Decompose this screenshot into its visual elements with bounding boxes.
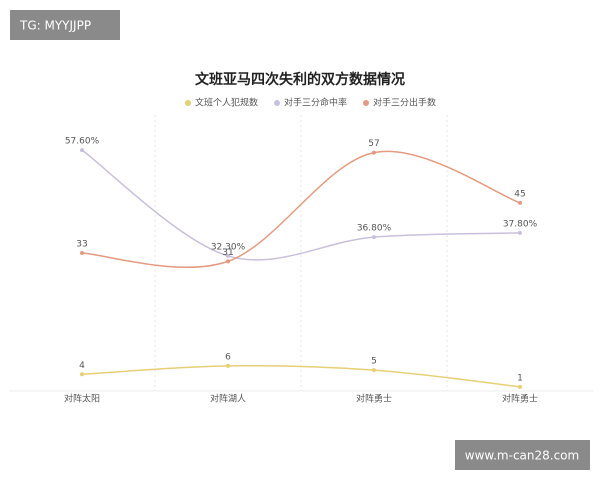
- x-tick-label: 对阵太阳: [64, 393, 100, 405]
- legend-label: 对手三分命中率: [284, 97, 347, 109]
- series-line: [81, 149, 521, 261]
- x-tick-label: 对阵勇士: [502, 393, 538, 405]
- data-label: 31: [222, 248, 233, 258]
- data-label: 33: [76, 240, 87, 250]
- legend-label: 文班个人犯规数: [195, 97, 258, 109]
- point: [372, 368, 376, 373]
- data-label: 6: [225, 352, 231, 362]
- series-line: [81, 150, 521, 269]
- chart-title: 文班亚马四次失利的双方数据情况: [195, 71, 405, 88]
- point: [80, 372, 84, 377]
- data-label: 37.80%: [503, 219, 538, 229]
- point: [518, 230, 522, 235]
- point: [226, 363, 230, 368]
- data-label: 5: [371, 357, 377, 367]
- point: [518, 384, 522, 389]
- watermark: TG: MYYJJPP: [19, 19, 91, 33]
- point: [372, 235, 376, 240]
- data-label: 45: [514, 189, 525, 199]
- watermark-box: [455, 440, 590, 470]
- point: [226, 253, 230, 258]
- legend-label: 对手三分出手数: [373, 97, 436, 109]
- legend-marker: [274, 100, 281, 106]
- x-tick-label: 对阵勇士: [356, 393, 392, 405]
- series-line: [81, 364, 521, 388]
- data-label: 32.30%: [211, 242, 246, 252]
- legend-marker: [363, 100, 370, 106]
- watermark-box: [10, 10, 120, 40]
- data-label: 1: [517, 373, 523, 383]
- data-label: 36.80%: [357, 224, 392, 234]
- point: [372, 150, 376, 155]
- point: [80, 251, 84, 255]
- data-label: 57.60%: [65, 137, 100, 147]
- data-label: 57: [368, 139, 379, 149]
- point: [226, 259, 230, 264]
- legend-marker: [185, 100, 191, 106]
- watermark: www.m-can28.com: [465, 449, 579, 463]
- point: [80, 148, 84, 153]
- data-label: 4: [79, 361, 85, 371]
- point: [518, 200, 522, 205]
- x-tick-label: 对阵湖人: [210, 393, 246, 405]
